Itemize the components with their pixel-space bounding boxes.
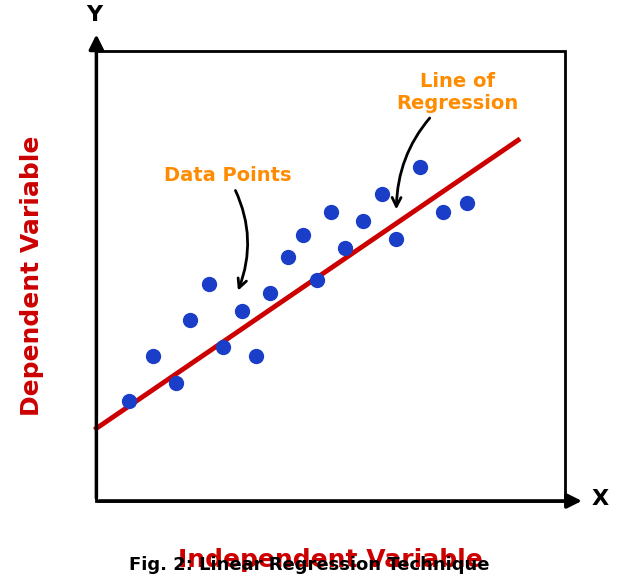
Point [438,208,448,217]
Point [284,253,294,262]
Point [237,307,247,316]
Text: Data Points: Data Points [164,166,291,288]
Point [148,351,158,361]
Text: Independent Variable: Independent Variable [178,548,483,572]
Point [326,208,336,217]
Point [462,198,472,208]
Point [340,244,350,253]
Text: Fig. 2: Linear Regression Technique: Fig. 2: Linear Regression Technique [129,556,489,574]
Point [218,343,228,352]
Point [311,275,321,284]
Text: Line of
Regression: Line of Regression [392,72,519,206]
Point [204,280,214,289]
Point [415,162,425,172]
Point [124,397,134,406]
Point [377,190,387,199]
Point [298,230,308,240]
Text: X: X [592,488,609,509]
Point [358,216,368,226]
Point [251,351,261,361]
Point [185,316,195,325]
Text: Dependent Variable: Dependent Variable [20,136,44,416]
Point [391,234,401,244]
Text: Y: Y [86,5,102,24]
Point [171,379,181,388]
Point [265,289,274,298]
